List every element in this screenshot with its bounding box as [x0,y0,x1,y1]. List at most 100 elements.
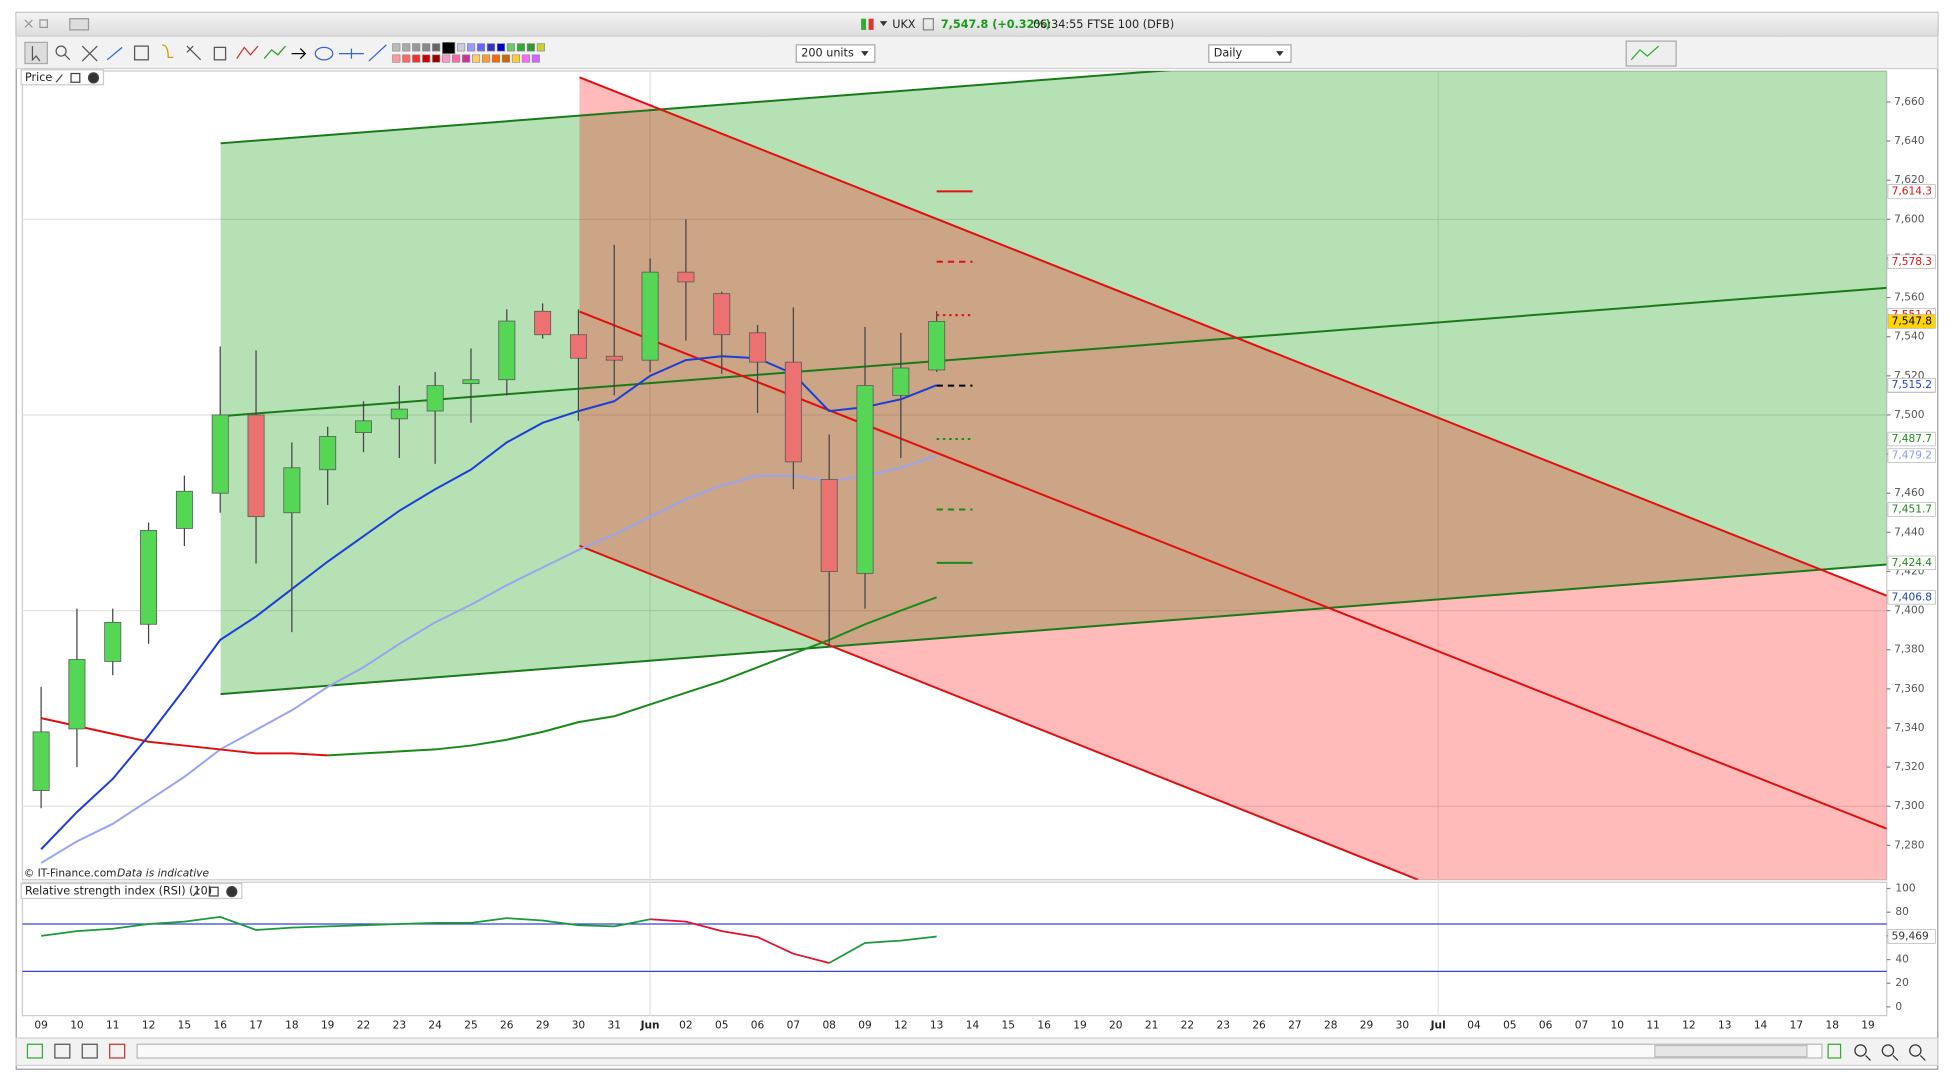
x-tick-label: 23 [393,1020,406,1032]
dropdown-arrow [1276,51,1284,57]
x-tick-label: 17 [249,1020,262,1032]
y-tick-label: 7,640 [1894,135,1925,147]
candle-body [569,334,587,359]
level-label: 7,487.7 [1892,433,1932,445]
y-tick-label: 7,440 [1894,526,1925,538]
panel-buttons[interactable] [55,72,100,84]
copyright: © IT-Finance.com [24,868,117,880]
y-tick-label: 7,380 [1894,644,1925,656]
candle-body [749,332,767,363]
x-tick-label: 18 [285,1020,298,1032]
candle-body [140,530,158,625]
candle-body [892,367,910,396]
red-channel-top [579,76,1887,597]
rsi-last-label-box [1887,929,1936,944]
candle-body [355,420,372,433]
y-tick-label: 7,360 [1894,683,1925,695]
x-tick-label: 10 [1611,1020,1625,1032]
x-tick-label: 06 [1539,1020,1553,1032]
x-tick-label: 14 [1754,1020,1768,1032]
candle-body [784,361,802,463]
green-channel-mid [220,286,1887,418]
candle-body [32,731,50,791]
bottom-icons[interactable] [26,1043,126,1059]
x-tick-label: 19 [321,1020,334,1032]
y-tick-label: 7,540 [1894,331,1925,343]
x-tick-label: 09 [34,1020,47,1032]
y-tick-label: 7,340 [1894,722,1925,734]
level-label-box [1887,502,1936,517]
level-label: 7,578.3 [1892,256,1932,268]
candle-body [426,385,444,412]
green-channel-top [220,71,1172,145]
candle-body [856,385,874,574]
candle-body [68,659,86,730]
last-price-label-box [1887,314,1936,329]
scrollbar-track[interactable] [136,1043,1823,1059]
x-tick-label: 16 [213,1020,227,1032]
level-label-box [1887,555,1936,571]
units-select[interactable] [795,44,876,63]
x-tick-label: 24 [428,1020,442,1032]
window-controls[interactable] [24,18,90,31]
indicator-line [40,717,328,757]
x-tick-label: 05 [1503,1020,1516,1032]
price-panel-header [20,69,105,86]
x-tick-label: 11 [106,1020,119,1032]
toolbar [15,35,1939,70]
period-select[interactable] [1208,44,1292,63]
x-tick-label: 23 [1216,1020,1229,1032]
y-tick-label: 7,660 [1894,96,1925,108]
units-select-text: 200 units [801,47,854,60]
title-bar [16,12,1938,37]
dropdown-arrow[interactable] [879,21,888,27]
rsi-panel-header [20,882,243,900]
zoom-icons[interactable] [1827,1043,1926,1061]
y-tick-label: 7,460 [1894,487,1925,499]
x-tick-label: 15 [1002,1020,1015,1032]
candle-body [104,621,122,662]
x-tick-label: 07 [787,1020,800,1032]
status-icon [868,18,874,30]
dropdown-arrow [861,51,869,57]
indicator-line [327,596,937,757]
y-tick-label: 20 [1895,977,1909,989]
x-tick-label: 21 [1145,1020,1158,1032]
x-tick-label: 26 [1252,1020,1266,1032]
line-last-label: 7,515.2 [1892,379,1932,391]
candle-body [247,414,265,518]
scrollbar-thumb[interactable] [1654,1044,1808,1058]
rsi-panel-title: Relative strength index (RSI) (10) [25,885,212,898]
x-tick-label: Jun [640,1020,660,1032]
y-tick-label: 40 [1895,954,1909,966]
candle-body [820,479,838,572]
info-icon[interactable] [922,18,935,31]
x-tick-label: 27 [1288,1020,1301,1032]
color-swatches[interactable] [392,42,545,63]
x-tick-label: 15 [178,1020,191,1032]
panel-buttons[interactable] [192,886,238,898]
x-tick-label: 10 [70,1020,84,1032]
x-tick-label: 14 [966,1020,980,1032]
x-tick-label: 29 [1360,1020,1373,1032]
drawn-channels [220,71,1887,880]
y-tick-label: 7,560 [1894,292,1925,304]
line-last-label-box [1887,448,1936,463]
indicator-line [40,454,937,864]
time-instrument: 06:34:55 FTSE 100 (DFB) [1033,18,1174,31]
level-label: 7,451.7 [1892,503,1932,515]
line-last-label-box [1887,378,1936,393]
rsi-line [650,918,830,964]
candle-body [605,355,623,361]
green-channel-bottom [220,563,1887,696]
x-tick-label: 12 [894,1020,907,1032]
x-tick-label: 04 [1467,1020,1481,1032]
x-tick-label: 22 [357,1020,370,1032]
rsi-plot-area [21,881,1888,1017]
toolbar-icons[interactable] [24,41,387,65]
x-tick-label: 22 [1181,1020,1194,1032]
line-last-label: 7,479.2 [1892,450,1932,462]
chart-type-icon [1630,45,1660,61]
